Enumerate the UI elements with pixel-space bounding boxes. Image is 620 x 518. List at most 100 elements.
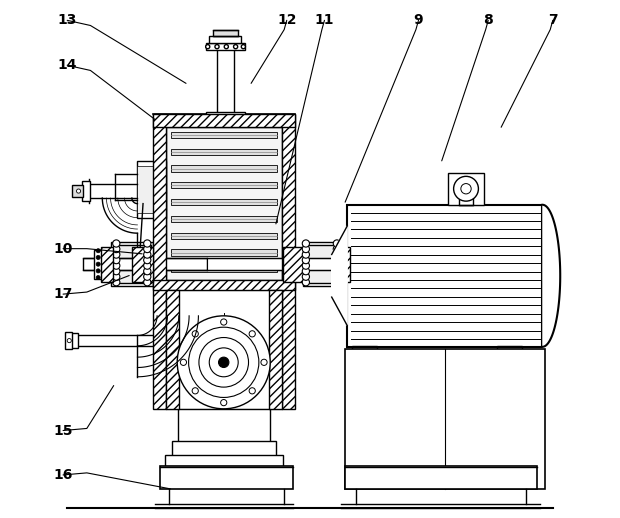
Circle shape: [180, 359, 187, 365]
Bar: [179, 409, 270, 442]
Bar: [138, 166, 166, 212]
Bar: [166, 290, 281, 409]
Bar: [82, 181, 90, 201]
Circle shape: [113, 251, 120, 258]
Circle shape: [234, 45, 237, 49]
Text: 16: 16: [53, 468, 73, 482]
Circle shape: [333, 256, 340, 264]
Bar: [71, 334, 78, 348]
Text: 17: 17: [53, 287, 73, 301]
Bar: [350, 250, 358, 279]
Circle shape: [303, 262, 309, 269]
Bar: [65, 333, 73, 349]
Bar: [138, 161, 166, 218]
Bar: [160, 466, 293, 489]
Bar: [384, 258, 401, 270]
Bar: [303, 242, 345, 286]
Text: 9: 9: [414, 13, 423, 27]
Circle shape: [144, 279, 151, 286]
Circle shape: [261, 359, 267, 365]
Bar: [306, 245, 342, 283]
Bar: [166, 455, 283, 467]
Bar: [459, 195, 473, 205]
Text: 10: 10: [53, 242, 73, 256]
Bar: [170, 233, 277, 239]
Circle shape: [303, 256, 309, 264]
Circle shape: [333, 279, 340, 286]
Circle shape: [96, 249, 100, 253]
Circle shape: [199, 338, 249, 387]
Polygon shape: [332, 226, 347, 325]
Circle shape: [219, 357, 229, 367]
Circle shape: [144, 240, 151, 247]
Bar: [345, 466, 538, 489]
Circle shape: [144, 256, 151, 264]
Bar: [170, 165, 277, 171]
Bar: [132, 247, 153, 282]
Bar: [213, 30, 237, 36]
Bar: [170, 132, 277, 138]
Bar: [281, 114, 294, 409]
Bar: [268, 290, 281, 409]
Circle shape: [206, 45, 210, 49]
Bar: [166, 127, 281, 280]
Circle shape: [113, 256, 120, 264]
Bar: [170, 199, 277, 205]
Bar: [153, 114, 166, 409]
Circle shape: [144, 273, 151, 280]
Bar: [82, 258, 206, 270]
Circle shape: [67, 339, 71, 343]
Circle shape: [96, 262, 100, 266]
Circle shape: [303, 279, 309, 286]
Circle shape: [224, 45, 228, 49]
Bar: [111, 242, 154, 286]
Bar: [94, 250, 102, 279]
Circle shape: [113, 279, 120, 286]
Bar: [166, 290, 179, 409]
Circle shape: [177, 316, 270, 409]
Bar: [339, 247, 350, 282]
Bar: [352, 346, 377, 352]
Circle shape: [188, 327, 259, 397]
Circle shape: [113, 273, 120, 280]
Bar: [153, 280, 294, 290]
Circle shape: [96, 276, 100, 280]
Circle shape: [333, 273, 340, 280]
Circle shape: [333, 246, 340, 253]
Circle shape: [333, 240, 340, 247]
Bar: [401, 256, 407, 272]
Bar: [497, 346, 522, 352]
Circle shape: [249, 330, 255, 337]
Bar: [170, 250, 277, 256]
Text: 7: 7: [548, 13, 557, 27]
Circle shape: [113, 268, 120, 275]
Circle shape: [454, 176, 479, 201]
Circle shape: [241, 45, 246, 49]
Circle shape: [249, 387, 255, 394]
Circle shape: [144, 246, 151, 253]
Bar: [210, 36, 241, 43]
Circle shape: [192, 330, 198, 337]
Bar: [170, 266, 277, 272]
Circle shape: [303, 251, 309, 258]
Bar: [170, 216, 277, 222]
Circle shape: [210, 348, 238, 377]
Circle shape: [144, 262, 151, 269]
Bar: [170, 149, 277, 155]
Circle shape: [215, 45, 219, 49]
Text: 12: 12: [277, 13, 296, 27]
Bar: [73, 185, 82, 197]
Bar: [206, 112, 245, 117]
Circle shape: [303, 240, 309, 247]
Circle shape: [221, 319, 227, 325]
Bar: [206, 258, 352, 270]
Text: 8: 8: [484, 13, 493, 27]
Text: 15: 15: [53, 424, 73, 438]
Bar: [345, 350, 545, 489]
Circle shape: [461, 183, 471, 194]
Bar: [448, 172, 484, 205]
Circle shape: [113, 262, 120, 269]
Bar: [283, 247, 303, 282]
Bar: [170, 182, 277, 189]
Circle shape: [96, 255, 100, 260]
